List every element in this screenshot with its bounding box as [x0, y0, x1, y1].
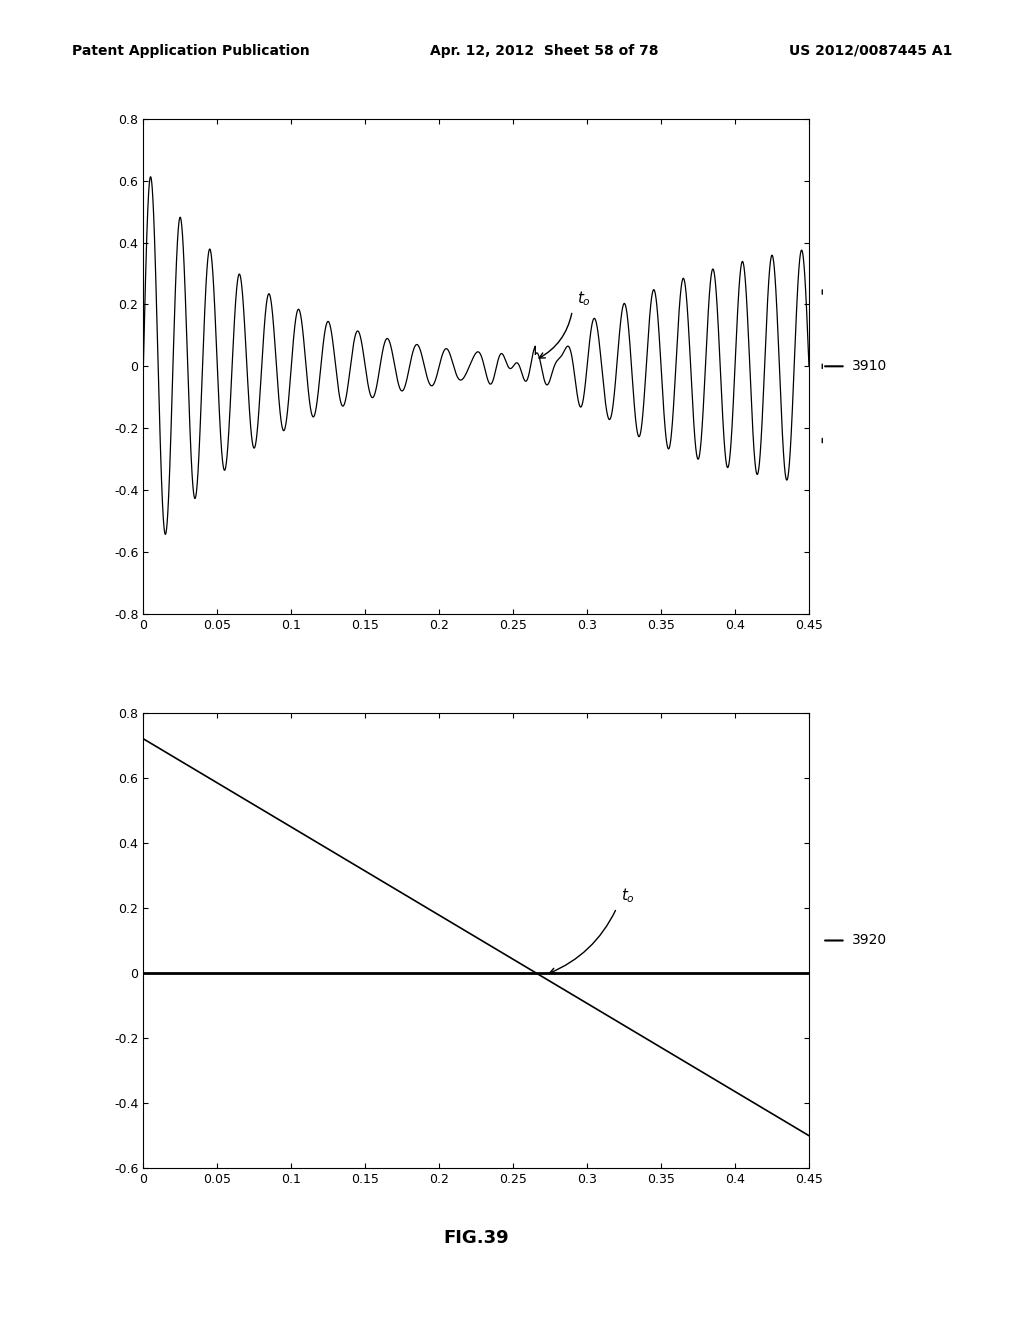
- Text: $t_o$: $t_o$: [577, 289, 591, 308]
- Text: 3910: 3910: [852, 359, 888, 374]
- Text: Patent Application Publication: Patent Application Publication: [72, 44, 309, 58]
- Text: 3920: 3920: [852, 933, 888, 948]
- Text: $t_o$: $t_o$: [622, 886, 635, 904]
- Text: US 2012/0087445 A1: US 2012/0087445 A1: [788, 44, 952, 58]
- Text: FIG.39: FIG.39: [443, 1229, 509, 1247]
- Text: Apr. 12, 2012  Sheet 58 of 78: Apr. 12, 2012 Sheet 58 of 78: [430, 44, 658, 58]
